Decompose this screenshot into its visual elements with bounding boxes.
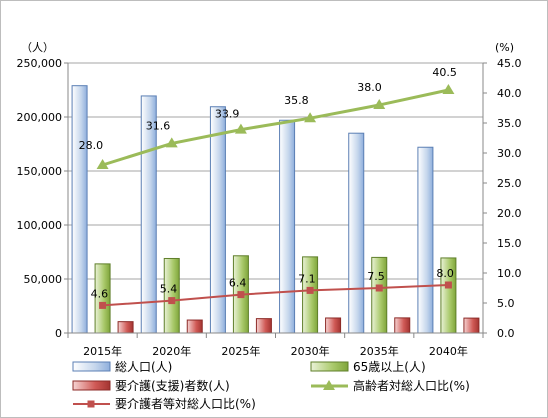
legend: 総人口(人) 65歳以上(人) 要介護(支援)者数(人) 高齢者対総人口比(%) 要介護… bbox=[72, 360, 470, 411]
legend-marker bbox=[87, 400, 95, 408]
right-tick-label: 25.0 bbox=[497, 177, 522, 190]
line-point bbox=[96, 159, 109, 169]
bar bbox=[255, 318, 272, 334]
bar bbox=[348, 132, 365, 334]
bar bbox=[417, 146, 434, 334]
right-tick-label: 10.0 bbox=[497, 267, 522, 280]
legend-label: 65歳以上(人) bbox=[353, 360, 426, 374]
line-point bbox=[99, 301, 107, 309]
line-point bbox=[373, 99, 386, 109]
series-line bbox=[102, 284, 449, 307]
category-label: 2025年 bbox=[221, 344, 260, 358]
line-point bbox=[168, 297, 176, 305]
legend-marker bbox=[323, 380, 335, 390]
line-point bbox=[306, 286, 314, 294]
right-tick-label: 40.0 bbox=[497, 87, 522, 100]
left-tick-label: 100,000 bbox=[17, 219, 63, 232]
right-tick-label: 35.0 bbox=[497, 117, 522, 130]
bar bbox=[302, 256, 319, 334]
right-tick-label: 0.0 bbox=[497, 327, 515, 340]
data-label: 33.9 bbox=[215, 108, 240, 121]
data-label: 6.4 bbox=[229, 277, 247, 290]
left-tick-label: 200,000 bbox=[17, 111, 63, 124]
legend-label: 要介護(支援)者数(人) bbox=[115, 378, 230, 393]
legend-swatch bbox=[310, 361, 349, 372]
right-tick-label: 15.0 bbox=[497, 237, 522, 250]
category-label: 2035年 bbox=[360, 344, 399, 358]
line-point bbox=[237, 291, 245, 299]
bar bbox=[463, 317, 480, 334]
lines: 28.0 31.6 33.9 35.8 38.0 40.5 4.6 5.4 6.4 7.1 7.5 8… bbox=[79, 66, 457, 309]
data-label: 8.0 bbox=[436, 267, 454, 280]
line-point bbox=[444, 281, 452, 289]
line-point bbox=[375, 284, 383, 292]
line-point bbox=[442, 84, 455, 94]
data-label: 7.5 bbox=[367, 270, 385, 283]
bar bbox=[163, 257, 180, 334]
category-label: 2040年 bbox=[429, 344, 468, 358]
legend-swatch bbox=[72, 380, 111, 391]
data-label: 40.5 bbox=[432, 66, 457, 79]
right-tick-label: 5.0 bbox=[497, 297, 515, 310]
data-label: 7.1 bbox=[298, 272, 316, 285]
data-label: 5.4 bbox=[160, 283, 178, 296]
bar bbox=[279, 119, 296, 334]
bar bbox=[371, 256, 388, 334]
right-tick-label: 30.0 bbox=[497, 147, 522, 160]
left-axis-ticks: 0 50,000 100,000 150,000 200,000 250,000 bbox=[17, 57, 68, 340]
category-label: 2020年 bbox=[152, 344, 191, 358]
bar bbox=[71, 85, 88, 334]
left-tick-label: 0 bbox=[55, 327, 62, 340]
bar bbox=[394, 317, 411, 334]
right-axis-ticks: 0.0 5.0 10.0 15.0 20.0 25.0 30.0 35.0 40.0 45.0 bbox=[483, 57, 522, 340]
bar bbox=[186, 319, 203, 334]
left-tick-label: 150,000 bbox=[17, 165, 63, 178]
line-point bbox=[234, 123, 247, 134]
data-label: 28.0 bbox=[79, 139, 104, 152]
line-point bbox=[304, 112, 317, 123]
legend-label: 高齢者対総人口比(%) bbox=[353, 378, 470, 393]
left-tick-label: 250,000 bbox=[17, 57, 63, 70]
bar bbox=[209, 106, 226, 334]
left-axis-unit: （人） bbox=[21, 41, 54, 54]
bar bbox=[325, 317, 342, 334]
category-label: 2015年 bbox=[83, 344, 122, 358]
right-axis-unit: (%) bbox=[495, 41, 514, 54]
right-tick-label: 20.0 bbox=[497, 207, 522, 220]
data-label: 38.0 bbox=[357, 81, 382, 94]
grid bbox=[68, 62, 483, 280]
bar bbox=[117, 321, 134, 334]
category-ticks: 2015年 2020年 2025年 2030年 2035年 2040年 bbox=[67, 333, 484, 358]
line-point bbox=[165, 137, 178, 148]
left-tick-label: 50,000 bbox=[24, 273, 63, 286]
legend-label: 要介護者等対総人口比(%) bbox=[115, 396, 256, 411]
series-line bbox=[102, 88, 449, 167]
legend-label: 総人口(人) bbox=[115, 360, 172, 374]
data-label: 31.6 bbox=[146, 119, 171, 132]
category-label: 2030年 bbox=[291, 344, 330, 358]
data-label: 4.6 bbox=[91, 287, 109, 300]
data-label: 35.8 bbox=[284, 94, 309, 107]
legend-swatch bbox=[72, 361, 111, 372]
right-tick-label: 45.0 bbox=[497, 57, 522, 70]
